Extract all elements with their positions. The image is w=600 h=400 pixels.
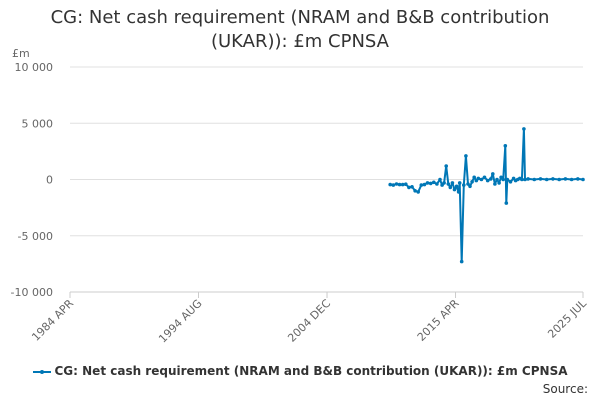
data-point[interactable] (491, 172, 495, 176)
data-point[interactable] (444, 164, 449, 168)
legend-label: CG: Net cash requirement (NRAM and B&B c… (54, 364, 568, 378)
data-point[interactable] (503, 144, 508, 148)
x-tick-labels: 1984 APR 1994 AUG 2004 DEC 2015 APR 2025 JUL (29, 296, 589, 345)
data-point[interactable] (454, 184, 459, 189)
data-point[interactable] (391, 183, 396, 187)
data-point[interactable] (468, 184, 472, 189)
data-point[interactable] (479, 177, 484, 182)
data-point[interactable] (422, 182, 427, 187)
data-point[interactable] (452, 187, 457, 192)
data-point[interactable] (413, 189, 417, 193)
y-tick-label: 5 000 (22, 117, 54, 130)
data-point[interactable] (501, 177, 506, 182)
chart-title: CG: Net cash requirement (NRAM and B&B c… (50, 7, 550, 52)
data-point[interactable] (394, 182, 399, 186)
data-point[interactable] (419, 183, 424, 187)
data-point[interactable] (442, 181, 446, 185)
data-point[interactable] (462, 183, 466, 187)
data-point[interactable] (493, 182, 497, 186)
data-point[interactable] (397, 182, 402, 187)
x-tick-label: 2004 DEC (285, 297, 333, 345)
data-point[interactable] (472, 175, 477, 180)
data-point[interactable] (505, 177, 510, 182)
data-point[interactable] (410, 185, 414, 189)
data-point[interactable] (523, 177, 527, 182)
data-point[interactable] (459, 259, 464, 264)
data-point[interactable] (482, 175, 487, 180)
data-point[interactable] (576, 177, 580, 181)
x-tick-label: 2015 APR (415, 297, 462, 344)
data-point[interactable] (448, 185, 453, 190)
data-point[interactable] (563, 177, 568, 181)
y-tick-labels: 10 000 5 000 0 -5 000 -10 000 (11, 61, 53, 299)
data-point[interactable] (446, 182, 451, 186)
source-label: Source: (542, 382, 588, 396)
data-point[interactable] (388, 182, 393, 187)
data-point[interactable] (438, 177, 442, 182)
data-point[interactable] (470, 180, 474, 184)
y-tick-label: -10 000 (11, 286, 53, 299)
data-series (388, 127, 585, 264)
data-point[interactable] (400, 182, 405, 187)
y-tick-label: -5 000 (18, 230, 53, 243)
data-point[interactable] (425, 181, 430, 185)
data-point[interactable] (435, 182, 439, 186)
data-point[interactable] (526, 177, 530, 181)
series-line (390, 127, 584, 263)
data-point[interactable] (504, 201, 509, 205)
data-point[interactable] (544, 177, 549, 182)
data-point[interactable] (464, 154, 468, 158)
x-tick-label: 2025 JUL (545, 296, 589, 340)
data-point[interactable] (520, 177, 524, 182)
y-tick-label: 10 000 (15, 61, 54, 74)
data-point[interactable] (450, 181, 455, 185)
data-point[interactable] (522, 127, 526, 131)
data-point[interactable] (551, 177, 555, 181)
data-point[interactable] (508, 180, 513, 184)
data-point[interactable] (538, 177, 543, 181)
data-point[interactable] (456, 190, 461, 194)
data-point[interactable] (432, 180, 436, 185)
data-point[interactable] (569, 177, 574, 182)
data-point[interactable] (416, 190, 421, 194)
data-point[interactable] (495, 177, 499, 182)
x-axis (69, 291, 584, 298)
x-tick-label: 1994 AUG (156, 297, 205, 346)
data-point[interactable] (428, 181, 433, 186)
data-point[interactable] (532, 177, 537, 182)
data-point[interactable] (497, 181, 501, 185)
y-axis-unit-label: £m (12, 47, 30, 60)
data-point[interactable] (407, 185, 411, 190)
legend-swatch (32, 367, 51, 377)
data-point[interactable] (476, 176, 481, 181)
data-point[interactable] (557, 177, 561, 182)
y-tick-label: 0 (46, 174, 53, 187)
data-point[interactable] (404, 182, 408, 186)
data-point[interactable] (485, 178, 490, 183)
legend[interactable]: CG: Net cash requirement (NRAM and B&B c… (0, 364, 600, 378)
x-tick-label: 1984 APR (29, 297, 76, 344)
data-point[interactable] (581, 177, 585, 182)
data-point[interactable] (457, 181, 462, 185)
data-point[interactable] (489, 177, 493, 181)
